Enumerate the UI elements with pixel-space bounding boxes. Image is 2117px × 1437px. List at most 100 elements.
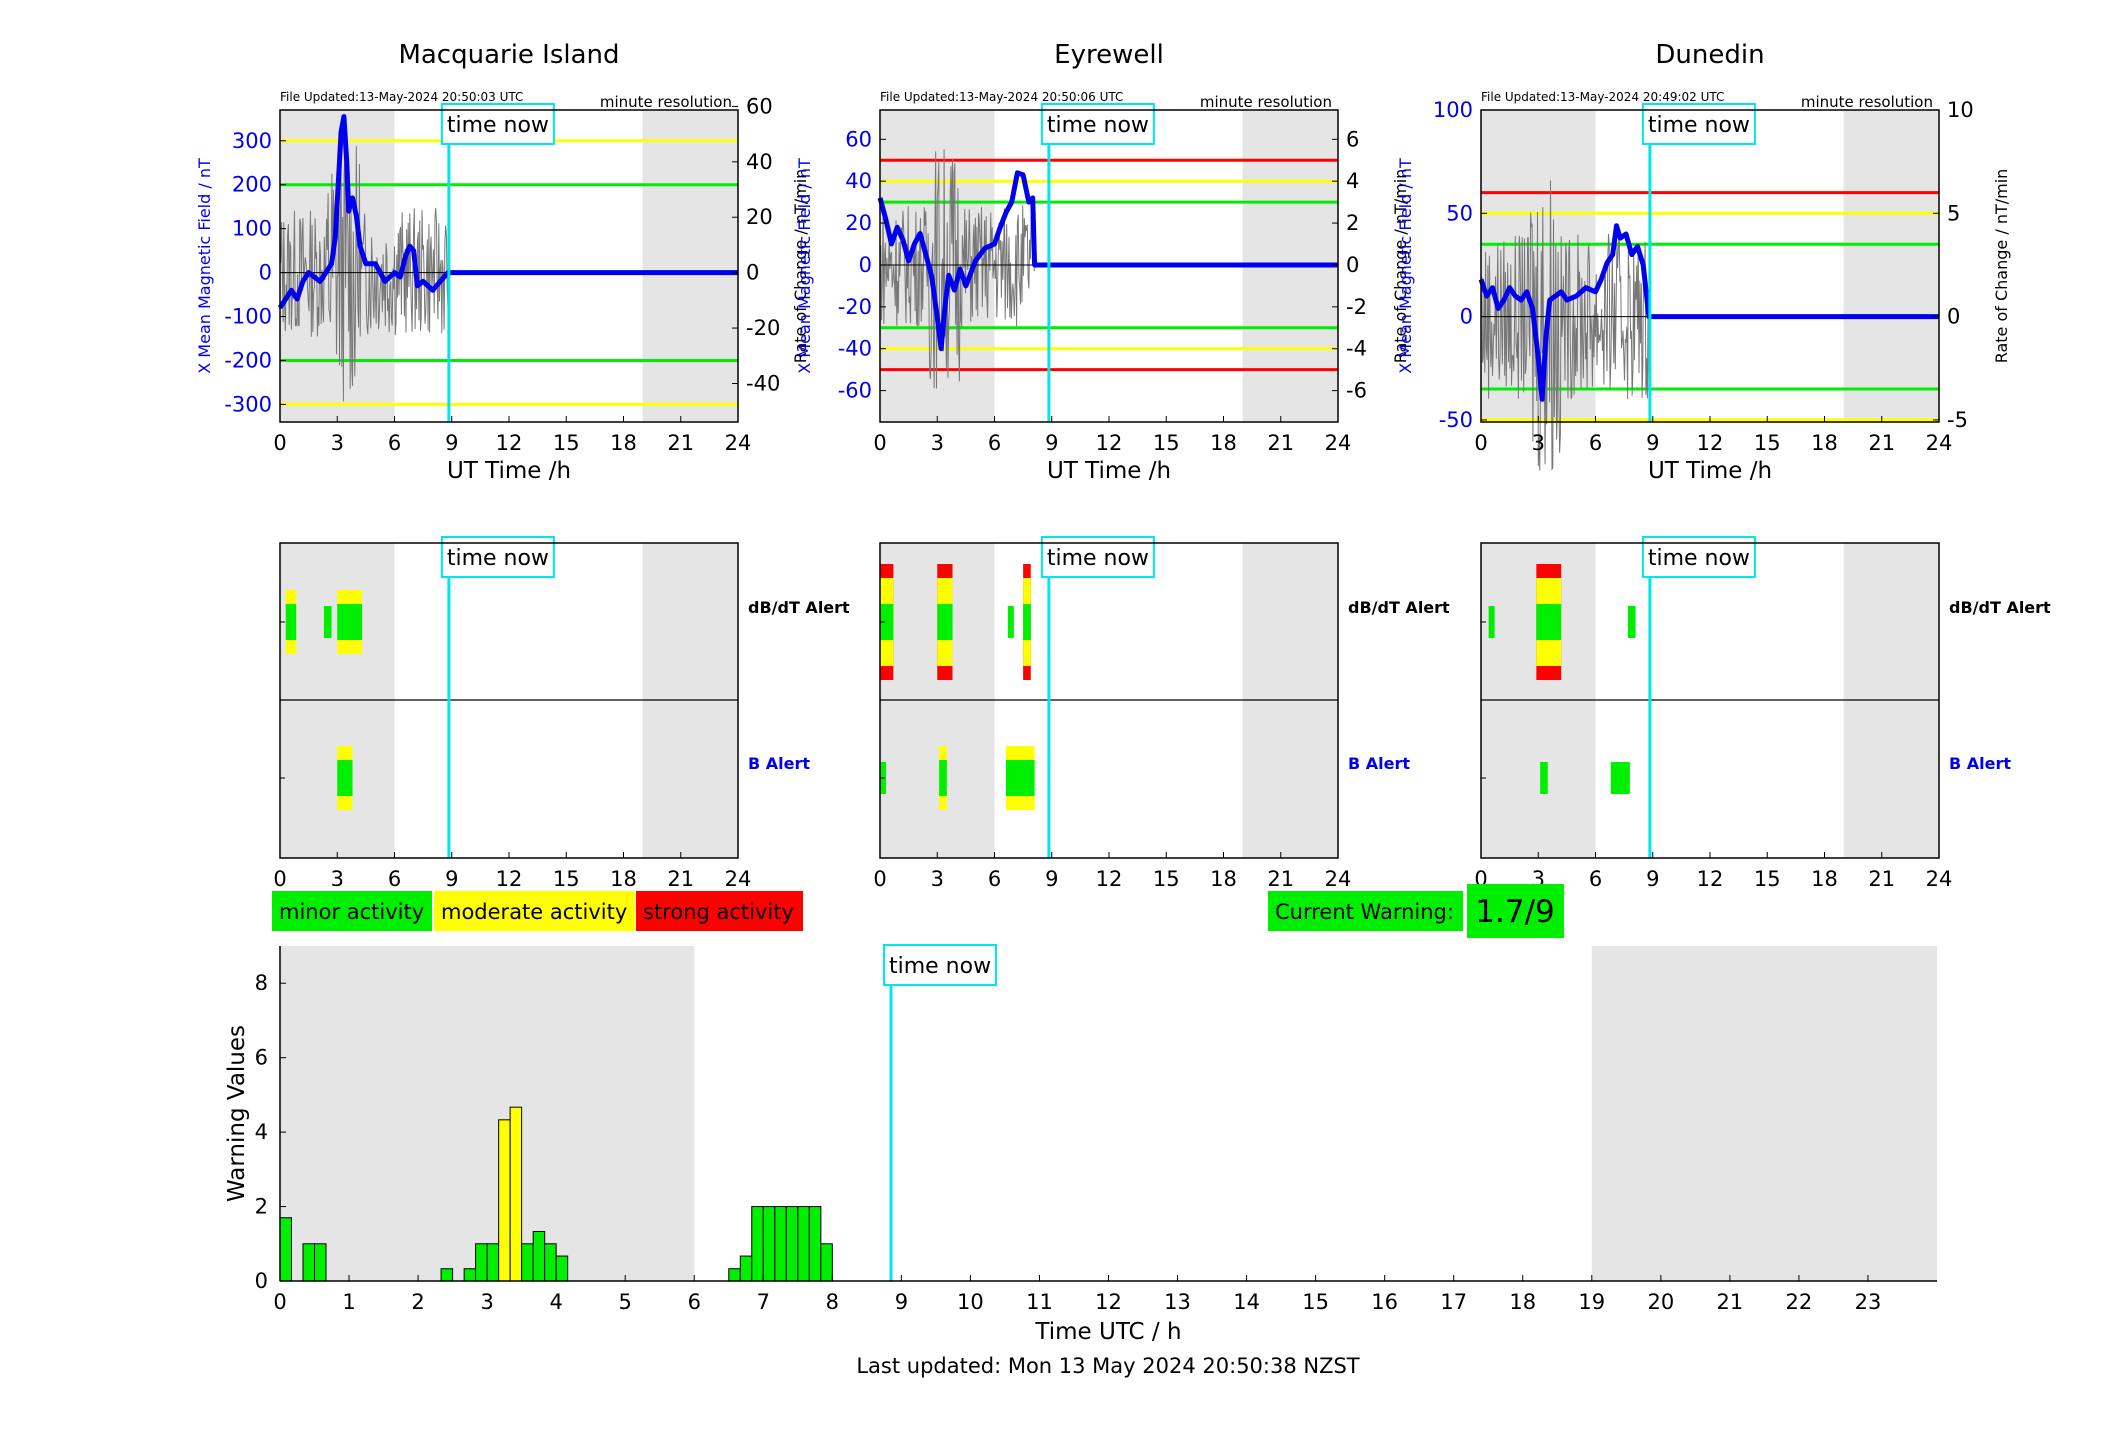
right-tick-label: -5	[1947, 408, 1968, 432]
x-tick-label: 3	[931, 431, 944, 455]
x-tick-label: 12	[1096, 867, 1123, 891]
left-tick-label: 60	[845, 127, 872, 151]
x-tick-label: 0	[873, 431, 886, 455]
right-tick-label: 6	[1346, 127, 1359, 151]
warning-bar	[808, 1206, 822, 1282]
warning-bar	[463, 1268, 477, 1282]
left-tick-label: -100	[224, 305, 272, 329]
right-tick-label: 0	[746, 261, 759, 285]
x-tick-label: 24	[1926, 867, 1953, 891]
x-tick-label: 15	[1754, 867, 1781, 891]
x-tick-label: 15	[1302, 1290, 1329, 1314]
warning-bar	[532, 1230, 546, 1282]
x-tick-label: 15	[1153, 431, 1180, 455]
x-tick-label: 6	[388, 867, 401, 891]
x-tick-label: 18	[1509, 1290, 1536, 1314]
station-title: Dunedin	[1655, 40, 1764, 70]
warning-bar	[728, 1268, 741, 1282]
shade-region	[280, 946, 695, 1281]
rate-of-change-line	[1480, 180, 1650, 471]
left-tick-label: -60	[838, 379, 872, 403]
x-tick-label: 9	[445, 431, 458, 455]
dbdt-alert-label: dB/dT Alert	[1949, 598, 2051, 617]
x-tick-label: 21	[667, 867, 694, 891]
resolution-label: minute resolution	[1801, 93, 1933, 111]
x-tick-label: 8	[826, 1290, 839, 1314]
current-warning-label: Current Warning:	[1275, 900, 1454, 924]
x-tick-label: 15	[1153, 867, 1180, 891]
resolution-label: minute resolution	[600, 93, 732, 111]
last-updated-footer: Last updated: Mon 13 May 2024 20:50:38 N…	[856, 1354, 1359, 1378]
file-updated-text: File Updated:13-May-2024 20:50:03 UTC	[280, 90, 523, 104]
left-tick-label: 100	[232, 217, 272, 241]
warning-bar	[509, 1106, 523, 1282]
y-axis-label-left: X Mean Magnetic Field / nT	[1396, 158, 1415, 374]
x-tick-label: 6	[988, 867, 1001, 891]
dbdt-alert-mark	[1488, 606, 1495, 638]
x-tick-label: 18	[610, 867, 637, 891]
station-title: Macquarie Island	[398, 40, 619, 70]
x-tick-label: 12	[1095, 1290, 1122, 1314]
y-axis-label-right: Rate of Change / nT/min	[1391, 169, 1410, 364]
x-tick-label: 4	[549, 1290, 562, 1314]
warning-bar	[751, 1206, 764, 1282]
x-tick-label: 0	[273, 1290, 286, 1314]
time-now-label: time now	[1648, 546, 1750, 571]
b-alert-label: B Alert	[748, 754, 810, 773]
x-tick-label: 21	[1267, 431, 1294, 455]
right-tick-label: -6	[1346, 379, 1367, 403]
left-tick-label: 50	[1446, 201, 1473, 225]
rate-of-change-line	[279, 145, 449, 402]
x-tick-label: 12	[496, 431, 523, 455]
y-axis-label-right: Rate of Change / nT/min	[1992, 169, 2011, 364]
right-tick-label: -2	[1346, 295, 1367, 319]
b-alert-mark	[1610, 762, 1630, 794]
file-updated-text: File Updated:13-May-2024 20:50:06 UTC	[880, 90, 1123, 104]
y-tick-label: 0	[255, 1269, 268, 1293]
x-tick-label: 21	[1267, 867, 1294, 891]
x-tick-label: 6	[1589, 867, 1602, 891]
x-tick-label: 18	[1210, 431, 1237, 455]
y-axis-label-left: X Mean Magnetic Field / nT	[195, 158, 214, 374]
station-panel-1: Eyrewell File Updated:13-May-2024 20:50:0…	[795, 40, 1450, 891]
dbdt-alert-mark	[937, 604, 953, 640]
x-tick-label: 3	[331, 867, 344, 891]
resolution-label: minute resolution	[1200, 93, 1332, 111]
warning-bar	[302, 1243, 316, 1282]
x-tick-label: 1	[342, 1290, 355, 1314]
x-tick-label: 3	[331, 431, 344, 455]
y-tick-label: 4	[255, 1120, 268, 1144]
warning-bar	[544, 1243, 557, 1282]
warning-bar	[785, 1206, 799, 1282]
x-tick-label: 3	[931, 867, 944, 891]
left-tick-label: -20	[838, 295, 872, 319]
x-tick-label: 12	[1096, 431, 1123, 455]
current-warning-value: 1.7/9	[1475, 894, 1554, 930]
mean-field-line	[1478, 223, 1939, 402]
legend-swatch-moderate	[434, 891, 635, 931]
x-tick-label: 21	[1868, 431, 1895, 455]
left-tick-label: 0	[859, 253, 872, 277]
current-warning: Current Warning: 1.7/9	[1268, 884, 1564, 938]
left-tick-label: 0	[259, 261, 272, 285]
x-tick-label: 0	[273, 867, 286, 891]
x-tick-label: 24	[725, 431, 752, 455]
warning-bar	[555, 1255, 569, 1282]
right-tick-label: 10	[1947, 98, 1974, 122]
right-tick-label: 20	[746, 205, 773, 229]
legend-label-moderate: moderate activity	[441, 900, 627, 924]
x-tick-label: 18	[610, 431, 637, 455]
warning-bar	[739, 1255, 753, 1282]
station-panel-2: Dunedin File Updated:13-May-2024 20:49:02…	[1396, 40, 2051, 891]
x-tick-label: 12	[496, 867, 523, 891]
b-alert-mark	[1005, 760, 1035, 796]
warning-bar	[279, 1217, 293, 1282]
dbdt-alert-mark	[1007, 606, 1014, 638]
x-tick-label: 6	[1589, 431, 1602, 455]
y-axis-label-left: X Mean Magnetic Field / nT	[795, 158, 814, 374]
warning-bar	[521, 1243, 534, 1282]
x-tick-label: 24	[725, 867, 752, 891]
right-tick-label: 40	[746, 150, 773, 174]
x-tick-label: 9	[1646, 431, 1659, 455]
x-tick-label: 6	[388, 431, 401, 455]
